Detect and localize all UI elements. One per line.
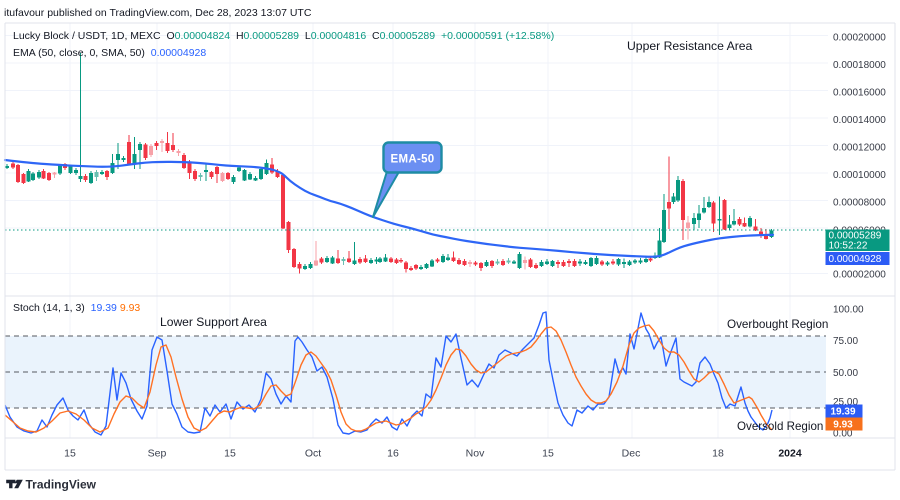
svg-text:10:52:22: 10:52:22	[829, 241, 868, 252]
svg-text:2024: 2024	[778, 448, 802, 460]
svg-text:75.00: 75.00	[833, 336, 858, 347]
svg-text:0.00004928: 0.00004928	[829, 254, 882, 265]
svg-text:0.00012000: 0.00012000	[833, 143, 886, 154]
svg-text:19.39: 19.39	[830, 407, 855, 418]
svg-text:15: 15	[64, 448, 76, 460]
svg-text:16: 16	[387, 448, 399, 460]
svg-text:TradingView: TradingView	[26, 478, 97, 492]
svg-text:100.00: 100.00	[833, 305, 864, 316]
svg-text:0.00010000: 0.00010000	[833, 170, 886, 181]
svg-text:15: 15	[224, 448, 236, 460]
svg-text:Nov: Nov	[466, 448, 485, 460]
svg-text:0.00016000: 0.00016000	[833, 88, 886, 99]
svg-text:25.00: 25.00	[833, 397, 858, 408]
svg-text:Sep: Sep	[148, 448, 167, 460]
svg-text:0.00014000: 0.00014000	[833, 115, 886, 126]
svg-text:50.00: 50.00	[833, 368, 858, 379]
svg-text:9.93: 9.93	[833, 420, 853, 431]
svg-text:0.00005289: 0.00005289	[829, 231, 882, 242]
svg-text:Dec: Dec	[622, 448, 641, 460]
svg-text:0.00008000: 0.00008000	[833, 198, 886, 209]
svg-text:18: 18	[712, 448, 724, 460]
svg-text:15: 15	[542, 448, 554, 460]
svg-text:EMA-50: EMA-50	[391, 154, 435, 166]
svg-text:0.00002000: 0.00002000	[833, 270, 886, 281]
svg-text:0.00020000: 0.00020000	[833, 33, 886, 44]
svg-text:Oct: Oct	[305, 448, 321, 460]
svg-text:0.00018000: 0.00018000	[833, 60, 886, 71]
svg-text:0.00: 0.00	[833, 429, 853, 440]
